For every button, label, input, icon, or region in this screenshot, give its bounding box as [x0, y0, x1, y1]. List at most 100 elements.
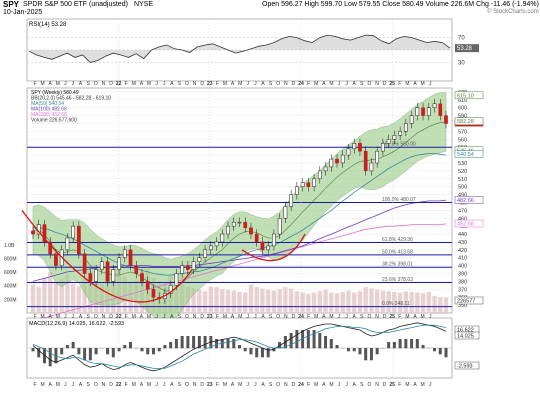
volume-tick-label: 600M — [4, 270, 17, 276]
x-tick-label-top: 23 — [207, 81, 213, 87]
macd-histogram-bar — [169, 342, 173, 349]
candle-body — [277, 218, 282, 235]
x-tick-label-top: M — [132, 81, 136, 87]
macd-panel: MACD(12,26,9) 14.025, 16.622, -2.593 16.6… — [26, 317, 480, 379]
price-tick-label: 530 — [458, 161, 467, 167]
x-tick-label-mid: J — [247, 314, 250, 320]
x-tick-label-top: M — [314, 81, 318, 87]
x-tick-label-bottom: M — [41, 382, 45, 388]
x-tick-label-top: J — [247, 81, 250, 87]
x-tick-label-top: A — [322, 81, 326, 87]
x-tick-label-top: N — [102, 81, 106, 87]
x-tick-label-mid: J — [155, 314, 158, 320]
macd-histogram-bar — [335, 345, 339, 349]
candle-body — [266, 245, 271, 251]
x-tick-label-bottom: O — [276, 382, 280, 388]
candle-body — [208, 245, 213, 251]
x-tick-label-top: M — [238, 81, 242, 87]
ohlc-readout: Open 596.27 High 599.70 Low 579.55 Close… — [262, 1, 539, 8]
volume-bar — [53, 282, 59, 313]
volume-bar — [432, 295, 437, 313]
volume-tick-label: 800M — [4, 256, 17, 262]
price-tick-label: 370 — [458, 287, 467, 293]
candle-body — [300, 182, 305, 187]
x-tick-label-top: A — [261, 81, 265, 87]
x-tick-label-mid: M — [421, 314, 425, 320]
volume-bar — [306, 293, 311, 313]
candle-body — [426, 107, 431, 116]
x-tick-label-bottom: M — [329, 382, 333, 388]
candle-body — [237, 221, 242, 224]
volume-bar — [397, 292, 403, 313]
volume-bar — [248, 284, 254, 313]
fib-level-label: 100.0% 480.07 — [382, 197, 416, 203]
x-tick-label-mid: A — [413, 314, 417, 320]
volume-bar — [265, 289, 271, 313]
candle-body — [444, 115, 448, 124]
price-legend-entry: BB(20,2.0) 545.46 - 582.28 - 619.10 — [31, 96, 111, 102]
volume-bar — [191, 288, 196, 313]
x-tick-label-bottom: A — [49, 382, 53, 388]
candle-body — [180, 265, 184, 274]
candle-body — [272, 233, 276, 247]
security-name: SPDR S&P 500 ETF (unadjusted) — [23, 1, 128, 8]
x-tick-label-bottom: M — [421, 382, 425, 388]
candle-body — [65, 237, 70, 251]
macd-histogram-bar — [146, 348, 150, 355]
x-tick-label-top: D — [383, 81, 387, 87]
macd-histogram-bar — [358, 348, 362, 355]
price-tick-label: 350 — [458, 303, 467, 309]
volume-bar — [271, 290, 277, 313]
rsi-line — [28, 34, 451, 63]
x-tick-label-mid: M — [147, 314, 151, 320]
candle-body — [432, 103, 437, 108]
x-tick-label-top: O — [185, 81, 189, 87]
ticker-symbol: SPY — [3, 0, 20, 9]
x-tick-label-bottom: N — [102, 382, 106, 388]
candle-body — [226, 225, 230, 235]
x-tick-label-mid: O — [185, 314, 189, 320]
x-tick-label-bottom: F — [125, 382, 128, 388]
x-tick-label-top: N — [193, 81, 197, 87]
x-tick-label-top: J — [64, 81, 67, 87]
x-tick-label-top: J — [163, 81, 166, 87]
macd-histogram-bar — [65, 345, 69, 349]
volume-bar — [374, 289, 380, 313]
x-tick-label-bottom: S — [87, 382, 91, 388]
macd-histogram-bar — [31, 348, 35, 352]
volume-bar — [237, 291, 242, 313]
candle-body — [335, 158, 339, 164]
fib-level-label: 61.8% 429.36 — [382, 237, 413, 243]
candle-body — [122, 249, 127, 258]
macd-histogram-bar — [278, 342, 282, 349]
volume-bar — [403, 291, 409, 313]
candle-body — [375, 150, 380, 164]
candle-body — [438, 103, 443, 116]
x-tick-label-mid: O — [94, 314, 98, 320]
volume-bar — [294, 291, 300, 313]
volume-bar — [231, 290, 236, 313]
x-tick-label-top: S — [178, 81, 182, 87]
candle-body — [77, 225, 81, 255]
volume-bar — [208, 286, 214, 313]
x-tick-label-top: D — [292, 81, 296, 87]
x-tick-label-top: D — [109, 81, 113, 87]
x-tick-label-top: N — [284, 81, 288, 87]
price-tick-label: 380 — [458, 279, 467, 285]
x-tick-label-mid: S — [87, 314, 91, 320]
candle-body — [191, 261, 196, 270]
macd-histogram-bar — [163, 345, 167, 349]
macd-histogram-bar — [220, 339, 224, 349]
macd-histogram-bar — [174, 339, 178, 349]
macd-histogram-bar — [37, 348, 41, 358]
x-tick-label-mid: F — [125, 314, 128, 320]
candle-body — [283, 206, 288, 219]
fib-level-label: 38.2% 398.01 — [382, 262, 413, 268]
fib-level-label: 161.8% 550.00 — [382, 142, 416, 148]
macd-histogram-bar — [48, 348, 52, 367]
candle-body — [42, 224, 47, 243]
rsi-tick-label: 30 — [458, 60, 465, 66]
macd-histogram-bar — [54, 348, 58, 364]
x-tick-label-bottom: 23 — [207, 382, 213, 388]
volume-bar — [386, 291, 391, 313]
